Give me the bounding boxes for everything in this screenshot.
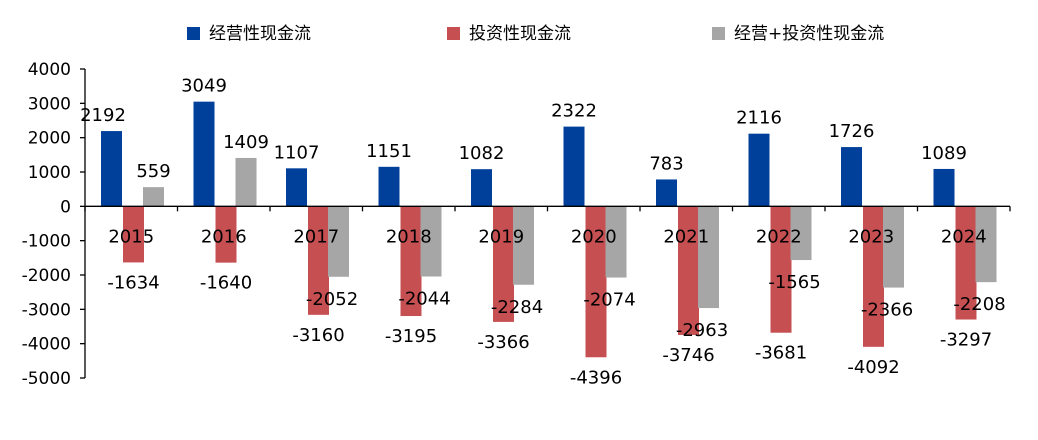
bar-1-2018 xyxy=(378,166,400,207)
bar-3-2020 xyxy=(605,206,627,278)
bar-1-2020 xyxy=(563,126,585,207)
data-label-3-2015: 559 xyxy=(136,161,170,182)
bar-1-2021 xyxy=(656,179,677,207)
data-label-3-2022: -1565 xyxy=(768,272,820,293)
data-label-2-2017: -3160 xyxy=(292,325,344,346)
y-tick-label: -4000 xyxy=(22,335,71,355)
bar-1-2017 xyxy=(286,168,307,207)
x-category-label: 2017 xyxy=(293,226,339,247)
bar-3-2021 xyxy=(698,206,719,309)
legend-label-3: 经营+投资性现金流 xyxy=(734,24,884,44)
data-label-1-2023: 1726 xyxy=(829,121,875,142)
data-label-2-2015: -1634 xyxy=(107,272,159,293)
data-label-2-2024: -3297 xyxy=(940,330,992,351)
bar-1-2023 xyxy=(841,147,862,207)
legend-swatch-1 xyxy=(187,27,200,40)
bar-2-2020 xyxy=(585,206,607,358)
bar-1-2016 xyxy=(193,101,215,207)
bar-1-2019 xyxy=(471,169,492,207)
data-label-1-2024: 1089 xyxy=(921,143,967,164)
data-label-1-2021: 783 xyxy=(649,153,683,174)
y-tick-label: 2000 xyxy=(28,129,71,149)
bar-2-2019 xyxy=(493,206,514,322)
bar-2-2018 xyxy=(400,206,422,317)
x-category-label: 2023 xyxy=(848,226,894,247)
bar-3-2019 xyxy=(513,206,534,285)
bar-1-2015 xyxy=(101,131,122,207)
data-label-1-2017: 1107 xyxy=(274,142,320,163)
legend-label-1: 经营性现金流 xyxy=(209,24,311,44)
legend-swatch-2 xyxy=(447,27,460,40)
y-tick-label: 0 xyxy=(60,197,71,217)
data-label-2-2023: -4092 xyxy=(847,357,899,378)
data-label-1-2015: 2192 xyxy=(80,105,126,126)
bar-3-2023 xyxy=(883,206,904,288)
bar-3-2018 xyxy=(420,206,442,277)
bar-1-2022 xyxy=(748,133,770,207)
legend-label-2: 投资性现金流 xyxy=(469,24,571,44)
data-label-2-2022: -3681 xyxy=(755,343,807,364)
y-tick-label: -2000 xyxy=(22,266,71,286)
data-label-3-2016: 1409 xyxy=(223,132,269,153)
y-tick-label: -5000 xyxy=(22,369,71,389)
data-label-3-2017: -2052 xyxy=(306,289,358,310)
data-label-3-2018: -2044 xyxy=(398,289,450,310)
data-label-3-2019: -2284 xyxy=(491,297,543,318)
bar-2-2015 xyxy=(123,206,144,263)
chart-legend: 经营性现金流 投资性现金流 经营+投资性现金流 xyxy=(187,24,884,44)
y-tick-label: -1000 xyxy=(22,232,71,252)
data-label-1-2019: 1082 xyxy=(459,143,505,164)
data-label-2-2019: -3366 xyxy=(477,332,529,353)
x-category-label: 2022 xyxy=(756,226,802,247)
x-category-label: 2019 xyxy=(478,226,524,247)
legend-swatch-3 xyxy=(712,27,725,40)
x-axis: 2015 2016 2017 2018 2019 2020 2021 2022 2023 2024 xyxy=(84,205,1011,247)
x-category-label: 2016 xyxy=(201,226,247,247)
y-tick-label: -3000 xyxy=(22,300,71,320)
data-label-3-2020: -2074 xyxy=(583,290,635,311)
bars-group xyxy=(101,101,997,358)
data-label-1-2022: 2116 xyxy=(736,108,782,129)
bar-2-2016 xyxy=(215,206,237,263)
y-tick-label: 1000 xyxy=(28,163,71,183)
data-label-2-2018: -3195 xyxy=(385,326,437,347)
y-tick-label: 4000 xyxy=(28,60,71,80)
bar-2-2021 xyxy=(678,206,699,335)
bar-1-2024 xyxy=(933,168,955,207)
data-label-1-2018: 1151 xyxy=(366,141,412,162)
x-category-label: 2024 xyxy=(941,226,987,247)
data-label-1-2016: 3049 xyxy=(181,76,227,97)
data-label-2-2016: -1640 xyxy=(200,273,252,294)
y-tick-label: 3000 xyxy=(28,94,71,114)
x-category-label: 2015 xyxy=(108,226,154,247)
bar-3-2015 xyxy=(143,187,164,207)
data-label-1-2020: 2322 xyxy=(551,101,597,122)
x-category-label: 2021 xyxy=(663,226,709,247)
x-category-label: 2020 xyxy=(571,226,617,247)
data-label-2-2020: -4396 xyxy=(570,367,622,388)
y-axis: 4000 3000 2000 1000 0 -1000 -2000 -3000 -4000 -50… xyxy=(22,60,86,389)
data-label-2-2021: -3746 xyxy=(662,345,714,366)
bar-3-2017 xyxy=(328,206,349,277)
bar-3-2024 xyxy=(975,206,997,283)
data-label-3-2023: -2366 xyxy=(861,300,913,321)
data-label-3-2024: -2208 xyxy=(953,294,1005,315)
bar-3-2022 xyxy=(790,206,812,261)
data-labels-group: 2192 -1634 559 3049 -1640 1409 1107 -3160 -2052 1… xyxy=(80,76,1006,389)
data-label-3-2021: -2963 xyxy=(676,320,728,341)
bar-2-2024 xyxy=(955,206,977,320)
bar-2-2017 xyxy=(308,206,329,315)
bar-2-2022 xyxy=(770,206,792,333)
x-category-label: 2018 xyxy=(386,226,432,247)
bar-2-2023 xyxy=(863,206,884,347)
bar-3-2016 xyxy=(235,157,257,207)
